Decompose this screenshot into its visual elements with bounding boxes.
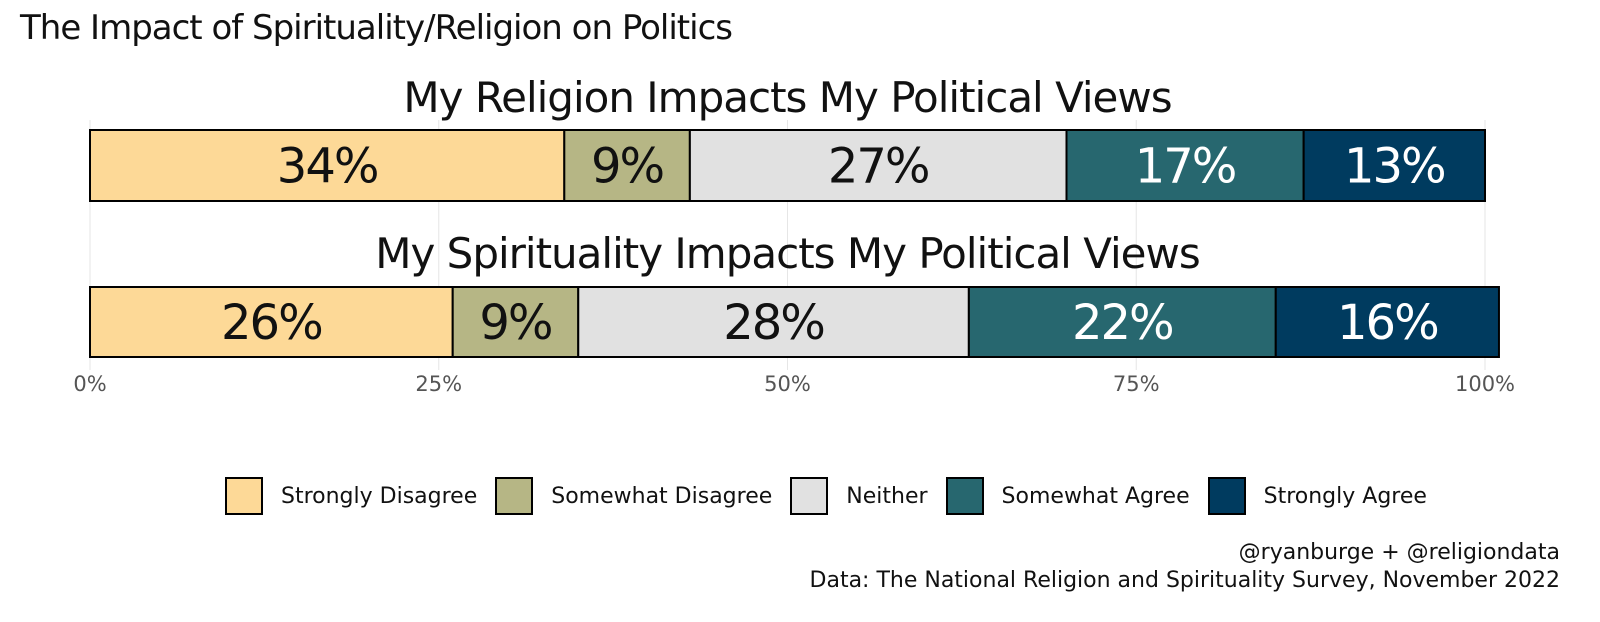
legend-label: Strongly Disagree	[281, 483, 478, 509]
legend-swatch	[945, 477, 984, 515]
legend-item: Somewhat Agree	[945, 477, 1190, 515]
legend-label: Somewhat Agree	[1001, 483, 1190, 509]
data-label: 16%	[1337, 295, 1438, 351]
bar-segment	[89, 129, 566, 202]
data-label: 22%	[1072, 295, 1173, 351]
legend-label: Neither	[846, 483, 928, 509]
tick-label: 100%	[1455, 372, 1515, 396]
bar-segment	[1302, 129, 1487, 202]
bar-segment	[563, 129, 691, 202]
ticks-layer: 0% 25% 50% 75% 100%	[73, 372, 1515, 396]
legend-item: Strongly Disagree	[225, 477, 477, 515]
data-label: 9%	[479, 295, 551, 351]
panels-layer: My Religion Impacts My Political Views 34…	[89, 73, 1500, 358]
data-label: 9%	[591, 139, 663, 195]
bar-segment	[577, 286, 970, 358]
bar-segment	[1274, 286, 1500, 358]
chart-svg: My Religion Impacts My Political Views 34…	[73, 73, 1515, 396]
bar-segment	[89, 286, 454, 358]
tick-label: 25%	[415, 372, 462, 396]
bar-segment	[967, 286, 1277, 358]
legend-item: Strongly Agree	[1207, 477, 1427, 515]
credit-source: Data: The National Religion and Spiritua…	[809, 568, 1560, 593]
credit-handles: @ryanburge + @religiondata	[1238, 540, 1560, 565]
data-label: 28%	[723, 295, 824, 351]
panel-title: My Spirituality Impacts My Political Vie…	[375, 229, 1200, 278]
tick-label: 75%	[1113, 372, 1160, 396]
panel-title: My Religion Impacts My Political Views	[403, 73, 1171, 122]
data-label: 34%	[277, 139, 378, 195]
legend-item: Somewhat Disagree	[495, 477, 772, 515]
legend: Strongly Disagree Somewhat Disagree Neithe…	[225, 476, 1445, 516]
tick-label: 50%	[764, 372, 811, 396]
bar-segment	[451, 286, 580, 358]
legend-swatch	[790, 477, 829, 515]
legend-swatch	[495, 477, 534, 515]
legend-swatch	[1207, 477, 1246, 515]
chart-title: The Impact of Spirituality/Religion on P…	[20, 8, 733, 48]
data-label: 27%	[828, 139, 929, 195]
data-label: 17%	[1135, 139, 1236, 195]
legend-item: Neither	[790, 477, 928, 515]
legend-label: Strongly Agree	[1263, 483, 1427, 509]
data-label: 13%	[1344, 139, 1445, 195]
tick-label: 0%	[73, 372, 106, 396]
legend-swatch	[225, 477, 263, 515]
legend-label: Somewhat Disagree	[551, 483, 773, 509]
data-label: 26%	[221, 295, 322, 351]
